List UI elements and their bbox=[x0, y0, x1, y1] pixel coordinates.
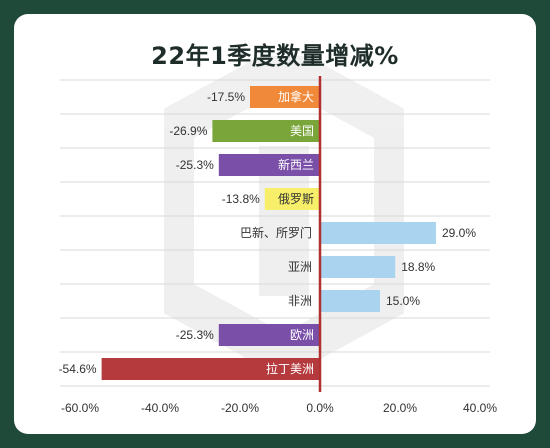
category-label-6: 非洲 bbox=[288, 294, 312, 308]
bar-1 bbox=[212, 120, 320, 142]
value-label-0: -17.5% bbox=[207, 90, 245, 104]
value-label-1: -26.9% bbox=[169, 124, 207, 138]
category-label-7: 欧洲 bbox=[290, 328, 314, 342]
category-label-3: 俄罗斯 bbox=[278, 192, 314, 206]
chart-title: 22年1季度数量增减% bbox=[151, 42, 399, 70]
chart-card: 22年1季度数量增减% 加拿大 -17.5% 美国 -26.9% 新西兰 -25.3% 俄罗… bbox=[14, 14, 536, 434]
category-label-0: 加拿大 bbox=[278, 89, 314, 104]
bar-0 bbox=[250, 86, 320, 108]
value-label-5: 18.8% bbox=[401, 260, 435, 274]
x-tick-label-1: -40.0% bbox=[141, 401, 179, 415]
bar-3 bbox=[264, 188, 320, 210]
category-label-5: 亚洲 bbox=[288, 260, 312, 274]
value-label-4: 29.0% bbox=[442, 226, 476, 240]
category-label-4: 巴新、所罗门 bbox=[240, 225, 312, 240]
value-label-6: 15.0% bbox=[386, 294, 420, 308]
bar-7 bbox=[218, 324, 320, 346]
value-label-2: -25.3% bbox=[176, 158, 214, 172]
x-tick-label-2: -20.0% bbox=[221, 401, 259, 415]
bar-6 bbox=[320, 290, 380, 312]
bar-2 bbox=[218, 154, 320, 176]
value-label-3: -13.8% bbox=[222, 192, 260, 206]
x-tick-label-4: 20.0% bbox=[383, 401, 417, 415]
bar-5 bbox=[320, 256, 396, 278]
x-tick-label-0: -60.0% bbox=[61, 401, 99, 415]
bar-chart-plot: 加拿大 -17.5% 美国 -26.9% 新西兰 -25.3% 俄罗斯 -13.8% 巴新、所罗… bbox=[59, 76, 497, 415]
category-label-8: 拉丁美洲 bbox=[266, 361, 314, 376]
category-label-2: 新西兰 bbox=[278, 157, 314, 172]
x-tick-label-5: 40.0% bbox=[463, 401, 497, 415]
bar-4 bbox=[320, 222, 436, 244]
value-label-8: -54.6% bbox=[59, 362, 97, 376]
bar-8 bbox=[101, 358, 320, 380]
value-label-7: -25.3% bbox=[176, 328, 214, 342]
category-label-1: 美国 bbox=[290, 124, 314, 138]
x-tick-label-3: 0.0% bbox=[306, 401, 334, 415]
